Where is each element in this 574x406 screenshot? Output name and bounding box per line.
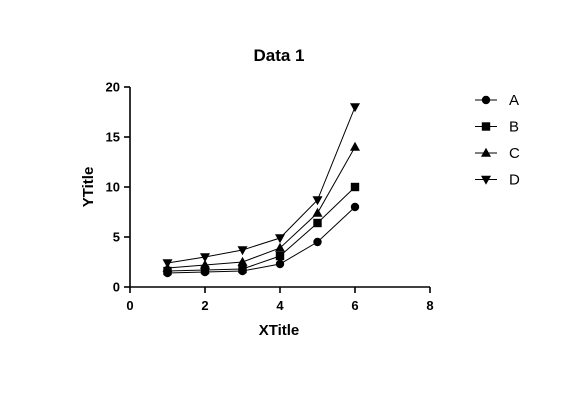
- data-point: [275, 251, 285, 261]
- y-tick-label: 5: [113, 230, 120, 245]
- x-tick-label: 6: [351, 298, 358, 313]
- data-point: [275, 242, 285, 252]
- chart-title: Data 1: [253, 46, 304, 65]
- x-tick-label: 0: [126, 298, 133, 313]
- y-tick-label: 0: [113, 280, 120, 295]
- series-line: [167, 186, 356, 272]
- legend-label: B: [509, 119, 519, 136]
- data-point: [350, 202, 360, 212]
- series-line: [167, 146, 356, 269]
- x-tick-label: 4: [276, 298, 284, 313]
- legend-marker: [481, 95, 491, 105]
- data-point: [350, 182, 360, 192]
- series-D: [162, 103, 360, 269]
- legend-item-A: A: [475, 92, 519, 109]
- series-line: [167, 106, 356, 264]
- data-point: [313, 218, 322, 228]
- legend-label: A: [509, 92, 519, 109]
- data-point: [275, 234, 285, 244]
- data-point: [238, 264, 247, 274]
- series-line: [167, 206, 356, 274]
- legend-marker: [481, 175, 491, 185]
- x-tick-label: 8: [426, 298, 433, 313]
- data-point: [350, 141, 360, 151]
- y-tick-label: 10: [106, 180, 120, 195]
- data-point: [275, 259, 285, 269]
- y-tick-label: 15: [106, 130, 120, 145]
- data-point: [312, 196, 323, 206]
- data-point: [200, 259, 210, 269]
- data-point: [237, 246, 248, 256]
- legend-label: D: [509, 172, 520, 189]
- x-tick-label: 2: [201, 298, 208, 313]
- series-C: [162, 141, 360, 272]
- series-B: [163, 182, 360, 276]
- data-point: [313, 237, 322, 247]
- plot-area: [162, 103, 360, 278]
- legend-item-C: C: [475, 145, 520, 162]
- x-axis-title: XTitle: [259, 322, 300, 339]
- legend-item-D: D: [475, 172, 520, 189]
- y-axis-title: YTitle: [80, 167, 97, 208]
- data-point: [350, 103, 360, 113]
- legend-marker: [481, 122, 491, 131]
- legend-marker: [481, 147, 491, 157]
- data-point: [200, 253, 210, 263]
- data-point: [312, 207, 323, 217]
- axes: 0 5 10 15 20 0 2 4 6 8: [106, 80, 434, 314]
- legend-label: C: [509, 145, 520, 162]
- data-point: [237, 256, 248, 266]
- data-point: [200, 265, 210, 275]
- data-point: [162, 259, 173, 269]
- legend-item-B: B: [475, 119, 519, 136]
- y-tick-label: 20: [106, 80, 120, 95]
